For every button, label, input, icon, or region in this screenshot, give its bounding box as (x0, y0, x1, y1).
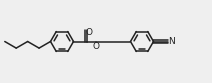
Text: N: N (168, 37, 175, 46)
Text: O: O (93, 42, 100, 51)
Text: O: O (85, 28, 92, 37)
